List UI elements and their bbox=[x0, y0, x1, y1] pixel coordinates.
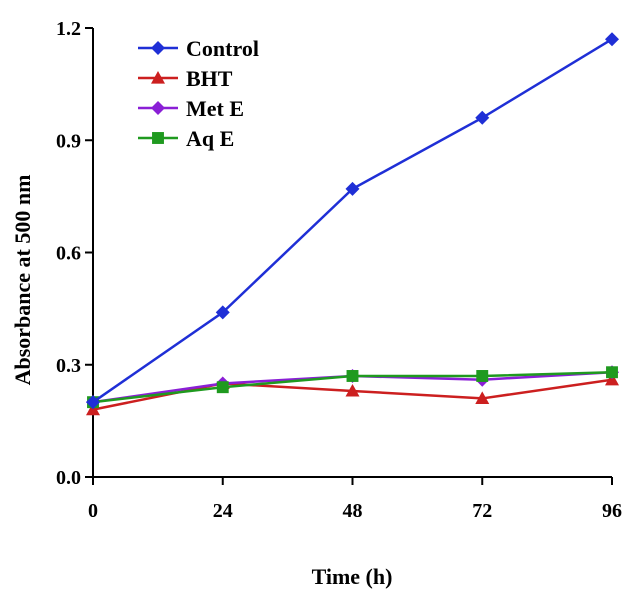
data-point bbox=[606, 366, 618, 379]
legend-item: Met E bbox=[138, 96, 244, 121]
y-tick-label: 0.0 bbox=[56, 467, 81, 489]
data-point bbox=[216, 381, 229, 394]
legend-swatch-marker bbox=[151, 101, 165, 115]
legend-label: Aq E bbox=[186, 126, 234, 151]
data-point bbox=[605, 32, 619, 47]
data-point bbox=[86, 395, 100, 410]
data-point bbox=[215, 305, 230, 320]
axes bbox=[92, 28, 612, 478]
legend-swatch-marker bbox=[151, 41, 165, 55]
x-tick-label: 72 bbox=[472, 500, 492, 522]
x-tick-label: 24 bbox=[213, 500, 233, 522]
legend-swatch-marker bbox=[151, 71, 165, 84]
series-control bbox=[86, 32, 619, 410]
legend-swatch-marker bbox=[152, 132, 164, 144]
data-point bbox=[346, 370, 359, 382]
legend: Control BHT Met E Aq E bbox=[138, 36, 259, 151]
legend-label: Met E bbox=[186, 96, 244, 121]
y-tick-label: 0.6 bbox=[56, 243, 81, 265]
x-tick-label: 96 bbox=[602, 500, 622, 522]
series-line bbox=[92, 38, 613, 404]
data-point bbox=[476, 370, 489, 382]
data-point bbox=[345, 383, 360, 397]
legend-label: BHT bbox=[186, 66, 233, 91]
series-layer bbox=[86, 32, 619, 416]
legend-item: Control bbox=[138, 36, 259, 61]
data-point bbox=[475, 110, 490, 125]
data-point bbox=[345, 181, 360, 196]
y-tick-label: 1.2 bbox=[56, 18, 81, 40]
y-tick-label: 0.3 bbox=[56, 355, 81, 377]
y-axis-title: Absorbance at 500 nm bbox=[10, 175, 35, 386]
legend-item: Aq E bbox=[138, 126, 234, 151]
legend-label: Control bbox=[186, 36, 259, 61]
data-point bbox=[475, 391, 490, 405]
x-axis-title: Time (h) bbox=[312, 564, 393, 589]
tick-marks: 0.0 0.3 0.6 0.9 1.2 0 24 48 72 96 bbox=[56, 18, 622, 522]
x-tick-label: 48 bbox=[343, 500, 363, 522]
y-tick-label: 0.9 bbox=[56, 130, 81, 152]
legend-item: BHT bbox=[138, 66, 233, 91]
x-tick-label: 0 bbox=[88, 500, 98, 522]
